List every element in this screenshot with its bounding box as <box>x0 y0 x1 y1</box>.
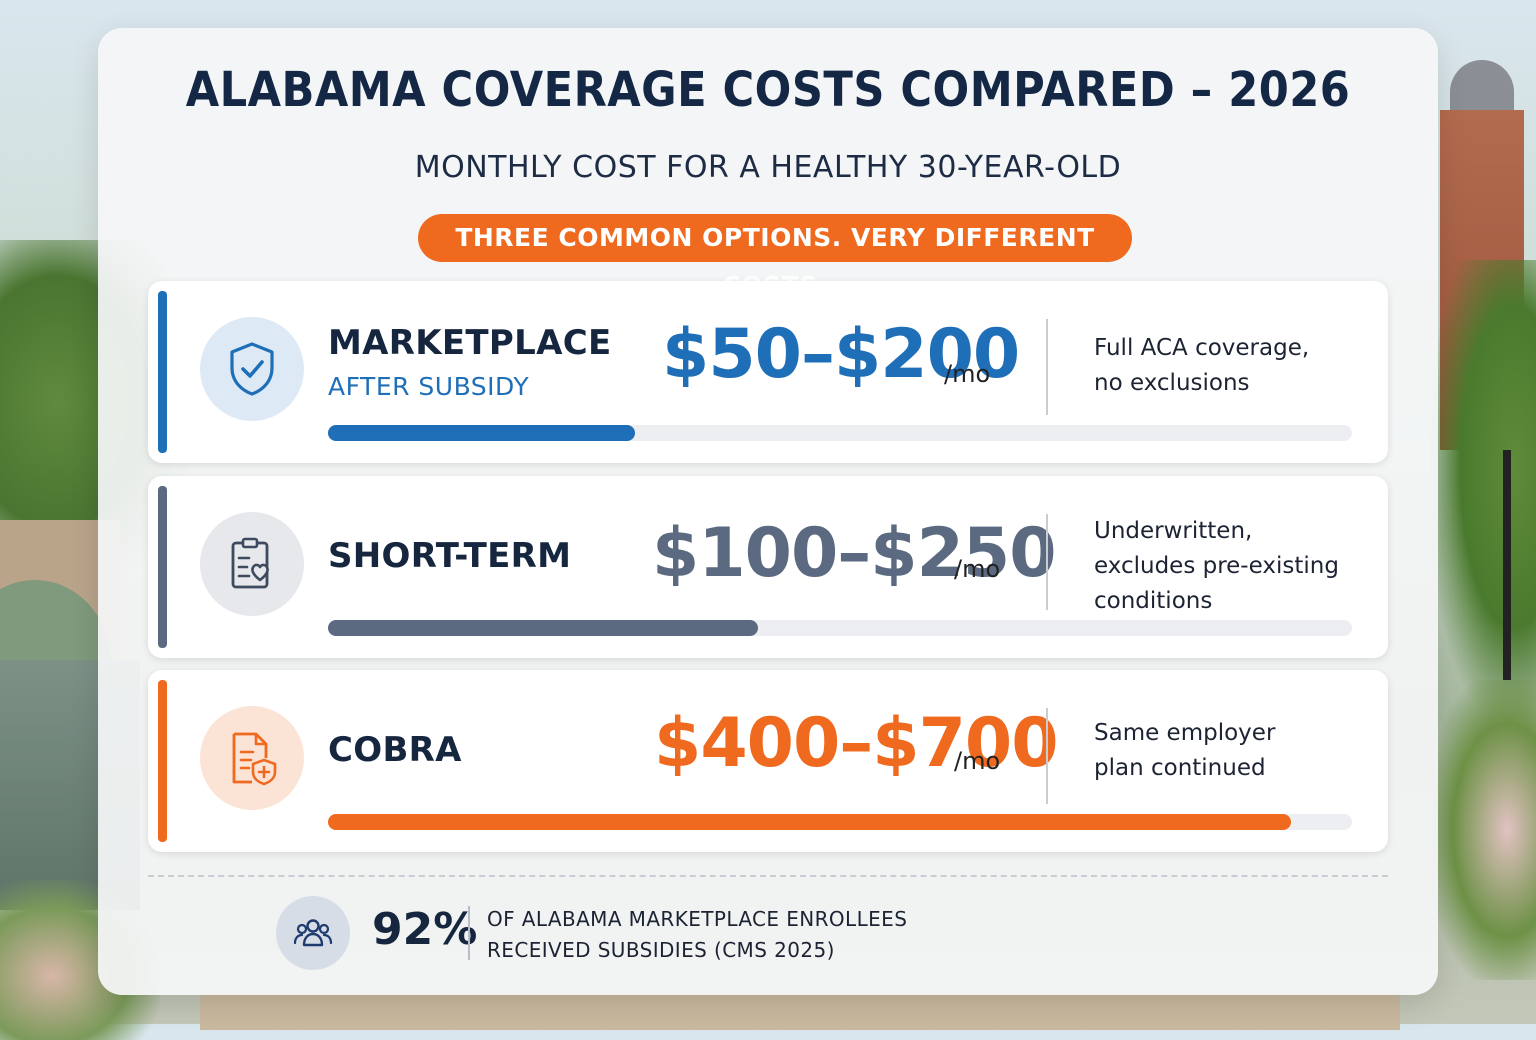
description-line: conditions <box>1094 588 1213 614</box>
caption-line: RECEIVED SUBSIDIES (CMS 2025) <box>487 938 835 962</box>
description-line: Underwritten, <box>1094 518 1253 544</box>
price-unit: /mo <box>944 360 991 388</box>
plan-name: SHORT-TERM <box>328 536 572 576</box>
cost-bar-fill <box>328 620 759 636</box>
plan-description: Underwritten, excludes pre-existing cond… <box>1094 514 1374 619</box>
price-unit: /mo <box>954 555 1001 583</box>
footer-stat-divider <box>468 906 470 960</box>
cost-bar-track <box>328 814 1352 830</box>
description-line: plan continued <box>1094 755 1266 781</box>
option-card-short-term: SHORT-TERM $100–$250 /mo Underwritten, e… <box>148 476 1388 658</box>
subsidy-stat-caption: OF ALABAMA MARKETPLACE ENROLLEES RECEIVE… <box>487 904 907 966</box>
price-range: $50–$200 <box>662 315 1020 394</box>
background-flowers-right <box>1430 680 1536 980</box>
cost-bar-fill <box>328 814 1291 830</box>
footer-divider <box>148 875 1388 877</box>
tagline-badge: THREE COMMON OPTIONS. VERY DIFFERENT COS… <box>418 214 1132 300</box>
background-trees-right <box>1430 260 1536 720</box>
price-range: $400–$700 <box>654 704 1059 783</box>
plan-subtitle: AFTER SUBSIDY <box>328 372 530 401</box>
plan-name: COBRA <box>328 730 462 770</box>
cost-bar-track <box>328 425 1352 441</box>
description-line: no exclusions <box>1094 370 1250 396</box>
cost-bar-track <box>328 620 1352 636</box>
card-divider <box>1046 514 1048 610</box>
card-accent-bar <box>158 291 167 453</box>
clipboard-heart-icon <box>200 512 304 616</box>
document-shield-icon <box>200 706 304 810</box>
cost-bar-fill <box>328 425 636 441</box>
people-group-icon <box>276 896 350 970</box>
background-path <box>200 990 1400 1030</box>
subsidy-stat: 92% <box>372 904 478 955</box>
shield-check-icon <box>200 317 304 421</box>
plan-name: MARKETPLACE <box>328 323 612 363</box>
background-lamp-post <box>1503 450 1511 680</box>
description-line: Same employer <box>1094 720 1276 746</box>
card-accent-bar <box>158 680 167 842</box>
price-unit: /mo <box>954 747 1001 775</box>
plan-description: Same employer plan continued <box>1094 716 1374 786</box>
card-accent-bar <box>158 486 167 648</box>
description-line: Full ACA coverage, <box>1094 335 1310 361</box>
option-card-cobra: COBRA $400–$700 /mo Same employer plan c… <box>148 670 1388 852</box>
page-title: ALABAMA COVERAGE COSTS COMPARED – 2026 <box>185 62 1351 118</box>
card-divider <box>1046 708 1048 804</box>
option-card-marketplace: MARKETPLACE AFTER SUBSIDY $50–$200 /mo F… <box>148 281 1388 463</box>
price-range: $100–$250 <box>652 514 1057 593</box>
page-subtitle: MONTHLY COST FOR A HEALTHY 30-YEAR-OLD <box>414 150 1122 185</box>
description-line: excludes pre-existing <box>1094 553 1339 579</box>
card-divider <box>1046 319 1048 415</box>
plan-description: Full ACA coverage, no exclusions <box>1094 331 1374 401</box>
caption-line: OF ALABAMA MARKETPLACE ENROLLEES <box>487 907 908 931</box>
